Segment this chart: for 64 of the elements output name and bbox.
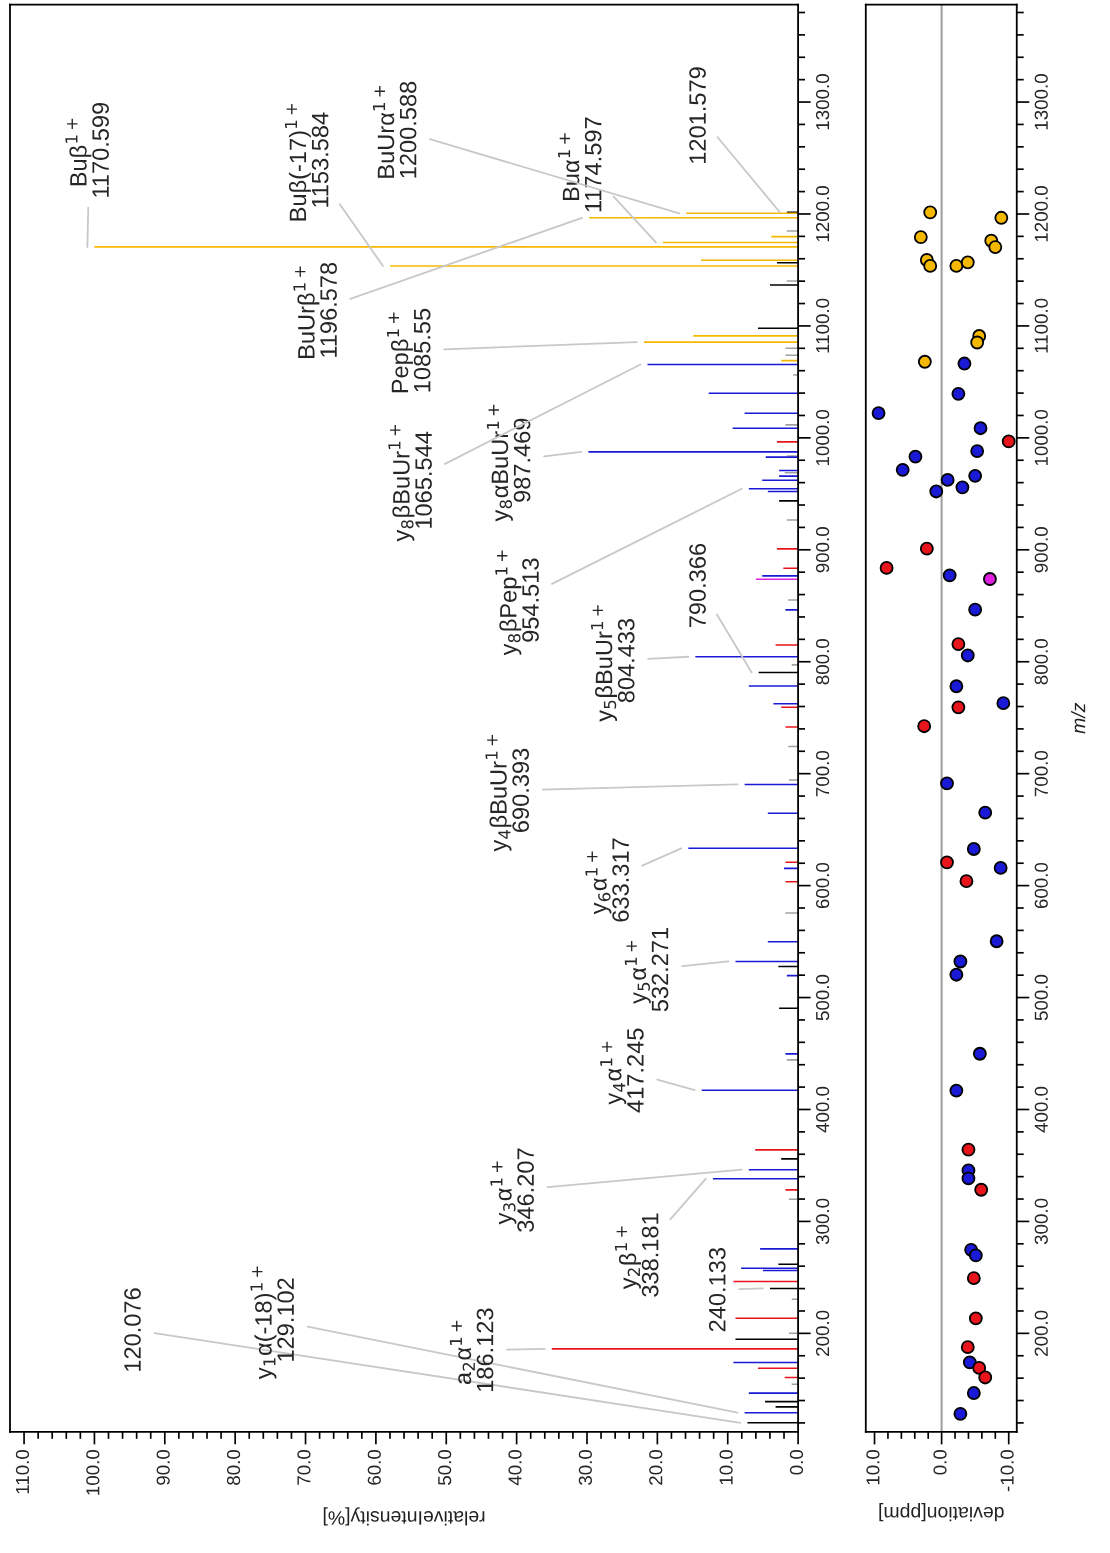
y-tick-label: 1300.0 [815,74,830,130]
annotation: 120.076 [124,1288,141,1371]
y-axis-title: m/z [1071,702,1086,734]
y-tick-label: 200.0 [1034,1310,1048,1356]
x-tick-label: 40.0 [508,1449,522,1486]
annotation: Buβ(-17)$^{1+}$ 1153.584 [284,103,329,221]
annotation: a$_{2}$α$^{1+}$ 186.123 [449,1308,494,1392]
y-tick-label: 1200.0 [815,186,830,242]
annotation: Buα$^{1+}$ 1174.597 [558,117,602,212]
y-tick-label: 900.0 [815,527,830,573]
annotation: y$_{8}$αBuUr$^{1+}$ 987.469 [486,404,531,522]
annotation: y$_{4}$α$^{1+}$ 417.245 [600,1028,644,1113]
annotation: y$_{1}$α(-18)$^{1+}$ 129.102 [250,1266,295,1380]
y-tick-label: 200.0 [815,1310,830,1356]
y-tick-label: 1200.0 [1034,186,1048,242]
x-axis-title: relativeIntensity[%] [323,1507,485,1526]
annotation: 1201.579 [689,67,706,163]
x-tick-label: 50.0 [438,1449,452,1485]
annotation: 240.133 [708,1248,726,1332]
y-tick-label: 600.0 [815,862,830,909]
annotation: 790.366 [689,543,706,628]
annotation: BuUrα$^{1+}$ 1200.588 [372,81,417,178]
annotation: y$_{2}$β$^{1+}$ 338.181 [614,1213,659,1297]
y-tick-label: 700.0 [815,750,830,797]
x-tick-label: 20.0 [649,1449,663,1485]
x-tick-label: 100.0 [86,1449,100,1495]
y-tick-label: 1000.0 [815,409,830,466]
y-tick-label: 900.0 [1034,527,1048,573]
annotation: y$_{8}$βBuUr$^{1+}$ 1065.544 [388,424,432,542]
annotation: BuUrβ$^{1+}$ 1196.578 [293,262,337,358]
x-tick-label: 90.0 [156,1449,170,1485]
x-tick-label: 0.0 [789,1449,804,1475]
x-tick-label: -10.0 [1000,1449,1014,1492]
x-tick-label: 10.0 [866,1449,880,1485]
x-tick-label: 60.0 [367,1449,381,1485]
x-tick-label: 30.0 [578,1449,593,1485]
y-tick-label: 400.0 [815,1086,830,1133]
y-tick-label: 500.0 [1034,974,1048,1021]
y-tick-label: 300.0 [1034,1198,1048,1245]
y-tick-label: 1100.0 [1034,298,1048,353]
y-tick-label: 300.0 [815,1198,830,1245]
annotation: y$_{6}$α$^{1+}$ 633.317 [585,838,629,922]
x-tick-label: 70.0 [297,1449,311,1485]
y-tick-label: 600.0 [1034,862,1048,909]
annotation: Buβ$^{1+}$ 1170.599 [65,102,109,197]
annotation: y$_{3}$α$^{1+}$ 346.207 [490,1148,534,1232]
y-tick-label: 1100.0 [815,298,830,353]
x-tick-label: 0.0 [933,1449,947,1475]
y-tick-label: 1000.0 [1034,409,1048,466]
y-tick-label: 1300.0 [1034,74,1048,130]
x-tick-label: 110.0 [15,1449,30,1494]
annotation: y$_{4}$βBuUr$^{1+}$ 690.393 [485,734,530,852]
annotation: y$_{8}$βPep$^{1+}$ 954.513 [495,550,539,656]
x-axis-title: deviation[ppm] [879,1503,1004,1522]
annotation: y$_{5}$βBuUr$^{1+}$ 804.433 [591,605,635,722]
y-tick-label: 700.0 [1034,750,1048,797]
y-tick-label: 800.0 [815,639,830,685]
y-tick-label: 800.0 [1034,639,1048,685]
x-tick-label: 10.0 [719,1449,733,1485]
y-tick-label: 400.0 [1034,1086,1048,1133]
y-tick-label: 500.0 [815,974,830,1021]
annotation: y$_{5}$α$^{1+}$ 532.271 [624,928,669,1012]
annotation: Pepβ$^{1+}$ 1085.55 [386,308,431,393]
x-tick-label: 80.0 [226,1449,241,1485]
